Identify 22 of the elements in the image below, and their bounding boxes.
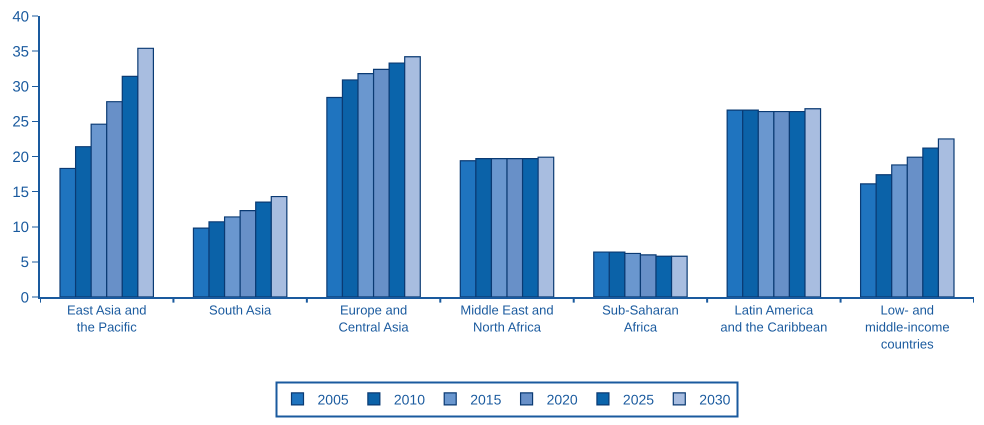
x-tick-label: Low- and middle-income countries <box>865 302 950 352</box>
legend-label: 2015 <box>470 391 502 408</box>
y-tick-label: 10 <box>12 219 29 236</box>
x-tick-label: South Asia <box>209 302 272 318</box>
x-tick-label: Sub-Saharan Africa <box>602 302 679 334</box>
y-tick-label: 25 <box>12 114 29 131</box>
y-tick-label: 15 <box>12 184 29 201</box>
x-tick-label: Middle East and North Africa <box>460 302 554 334</box>
y-tick-label: 35 <box>12 43 29 60</box>
y-tick-label: 20 <box>12 148 29 166</box>
legend-label: 2020 <box>546 391 578 408</box>
x-tick-label: Europe and Central Asia <box>338 302 410 334</box>
y-tick-label: 0 <box>20 289 29 306</box>
x-tick-label: Latin America and the Caribbean <box>720 302 828 334</box>
y-tick-label: 40 <box>12 8 29 26</box>
x-tick-label: East Asia and the Pacific <box>66 302 146 334</box>
legend-label: 2030 <box>699 391 731 408</box>
y-tick-label: 5 <box>20 254 29 272</box>
legend-label: 2005 <box>318 391 349 408</box>
legend-label: 2010 <box>394 391 426 408</box>
legend-label: 2025 <box>622 391 654 408</box>
y-tick-label: 30 <box>12 78 29 96</box>
